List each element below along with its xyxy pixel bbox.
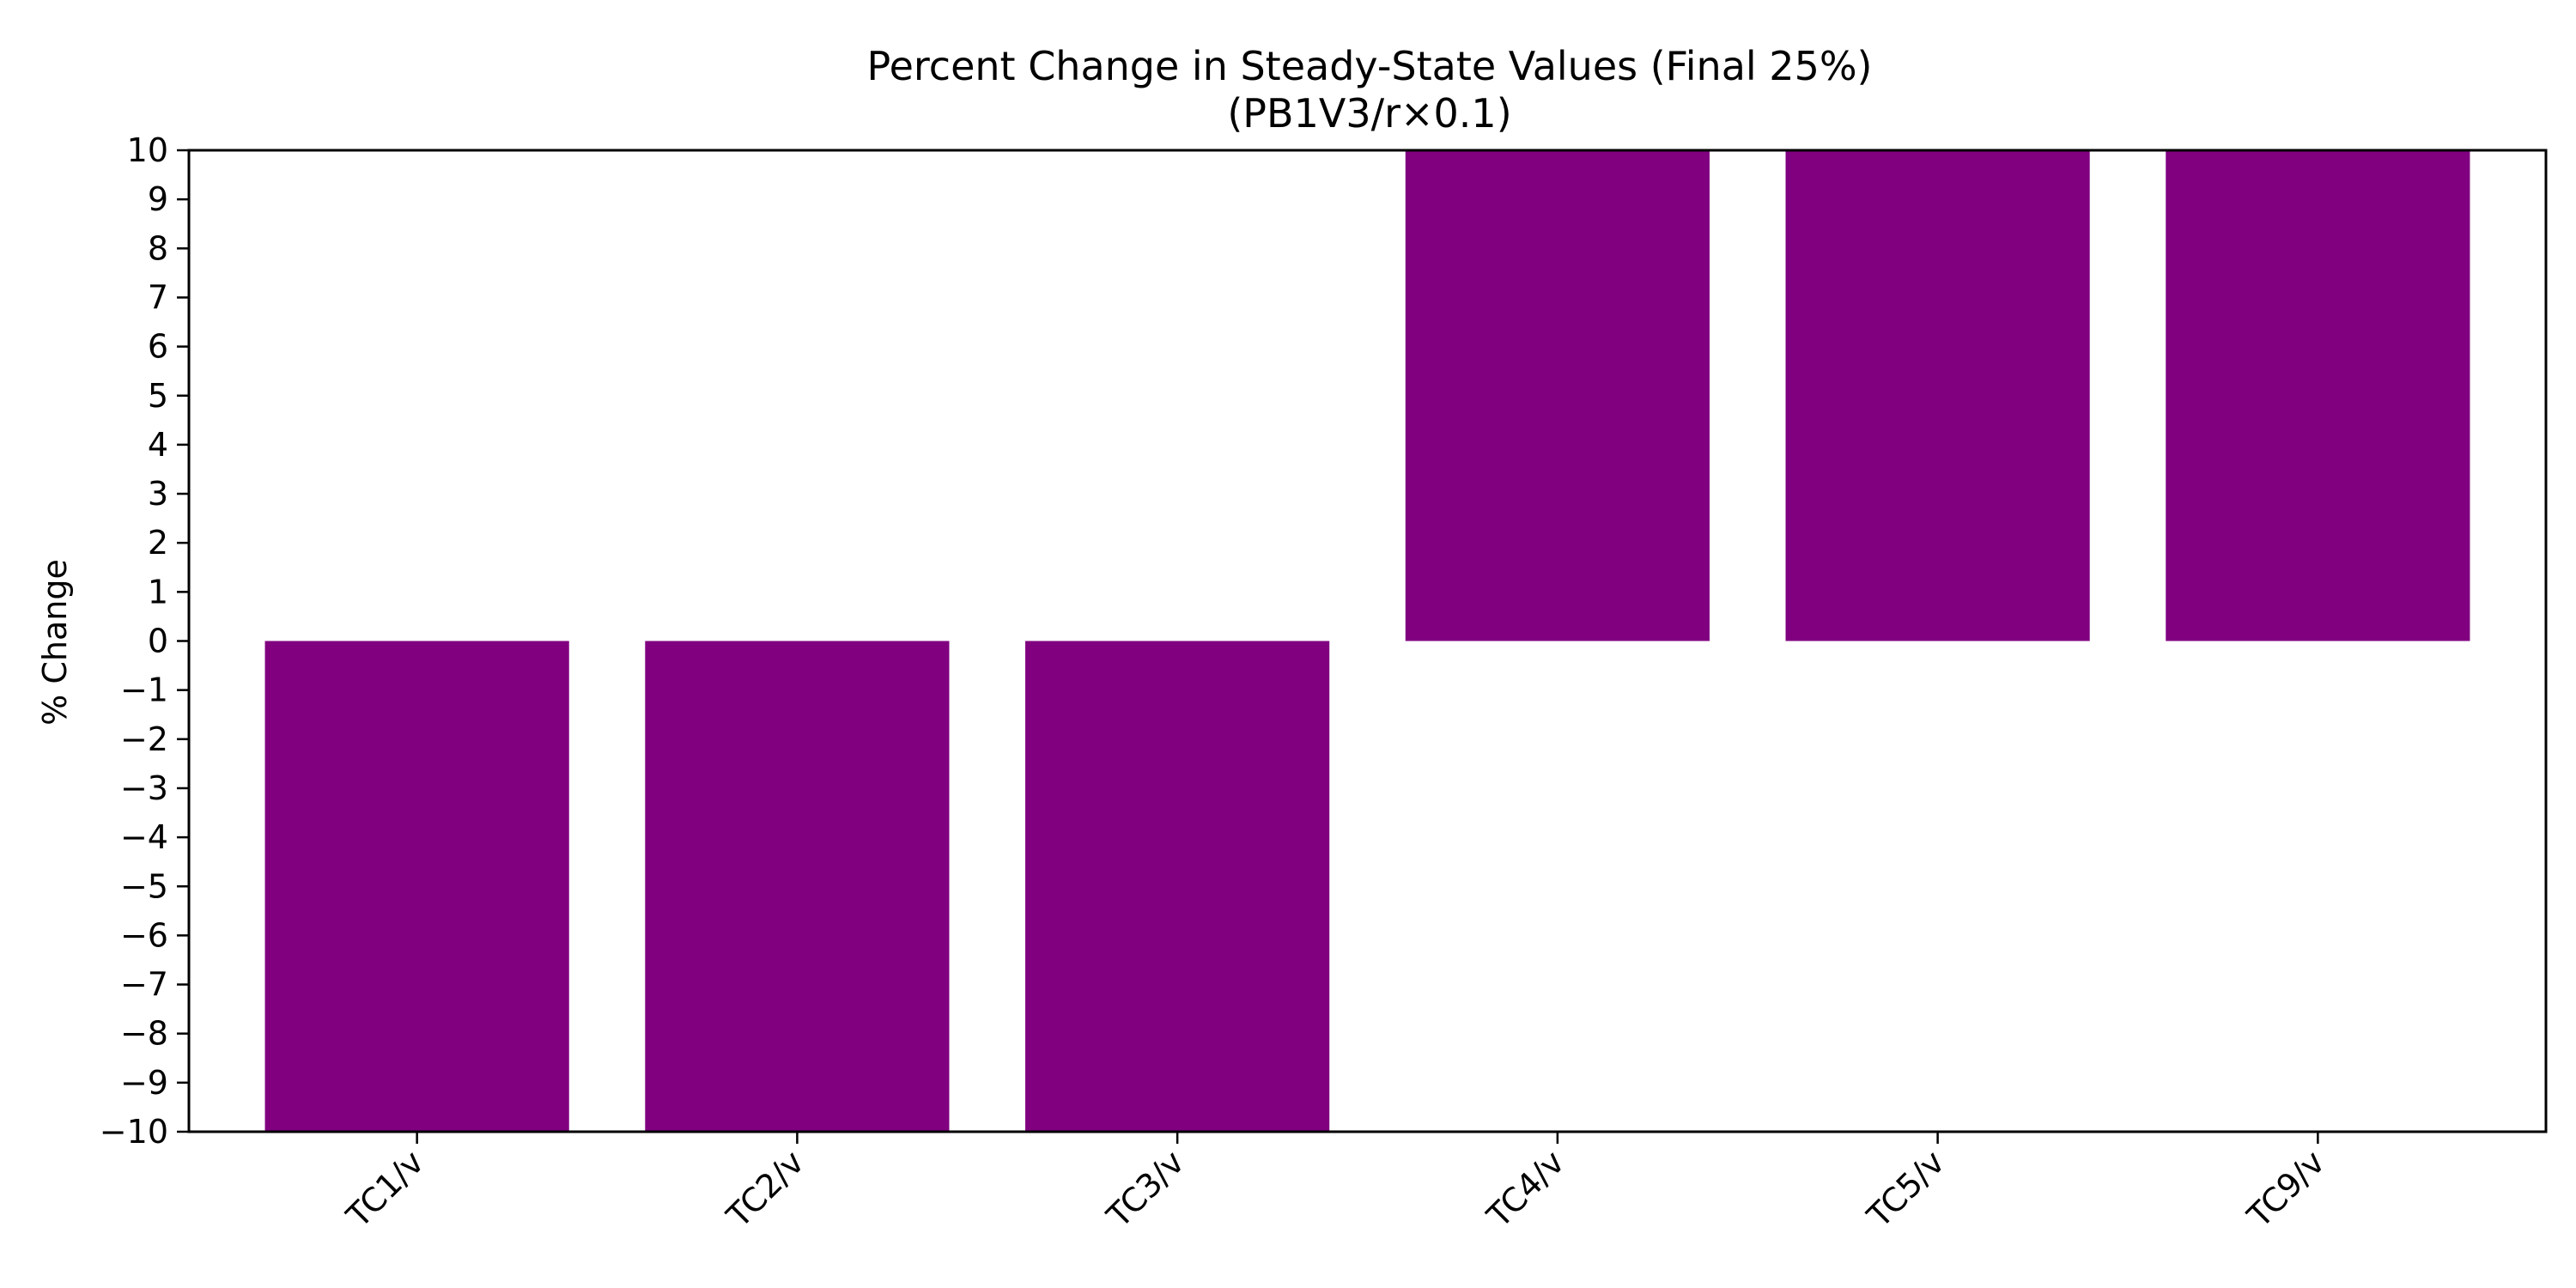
y-tick-label: −6	[120, 916, 168, 954]
bar-tc4-v	[1405, 150, 1710, 641]
bar-tc5-v	[1785, 150, 2090, 641]
chart-title: Percent Change in Steady-State Values (F…	[866, 43, 1872, 89]
y-tick-label: 0	[148, 623, 168, 660]
bars-layer	[264, 150, 2470, 1132]
chart-subtitle: (PB1V3/r×0.1)	[1227, 90, 1511, 137]
y-tick-label: 7	[148, 278, 168, 316]
y-axis-label: % Change	[36, 559, 74, 726]
y-tick-label: 2	[148, 524, 168, 562]
bar-tc9-v	[2166, 150, 2470, 641]
y-tick-label: 9	[148, 180, 168, 218]
bar-tc1-v	[264, 641, 569, 1132]
bar-tc3-v	[1025, 641, 1330, 1132]
y-tick-label: 4	[148, 426, 168, 464]
y-tick-label: 6	[148, 328, 168, 366]
y-tick-label: −9	[120, 1064, 168, 1102]
plot-frame	[187, 149, 2548, 1133]
y-tick-label: 1	[148, 573, 168, 611]
y-tick-label: 5	[148, 377, 168, 415]
y-tick-label: −7	[120, 966, 168, 1004]
y-tick-label: −5	[120, 867, 168, 905]
y-tick-label: −1	[120, 671, 168, 709]
y-tick-label: −4	[120, 818, 168, 856]
y-tick-label: 10	[127, 131, 168, 169]
y-tick-label: −2	[120, 720, 168, 758]
y-tick-label: −8	[120, 1015, 168, 1053]
y-tick-label: 8	[148, 229, 168, 267]
y-tick-label: −3	[120, 769, 168, 807]
y-tick-label: 3	[148, 475, 168, 513]
y-tick-label: −10	[100, 1113, 168, 1151]
bar-tc2-v	[645, 641, 950, 1132]
